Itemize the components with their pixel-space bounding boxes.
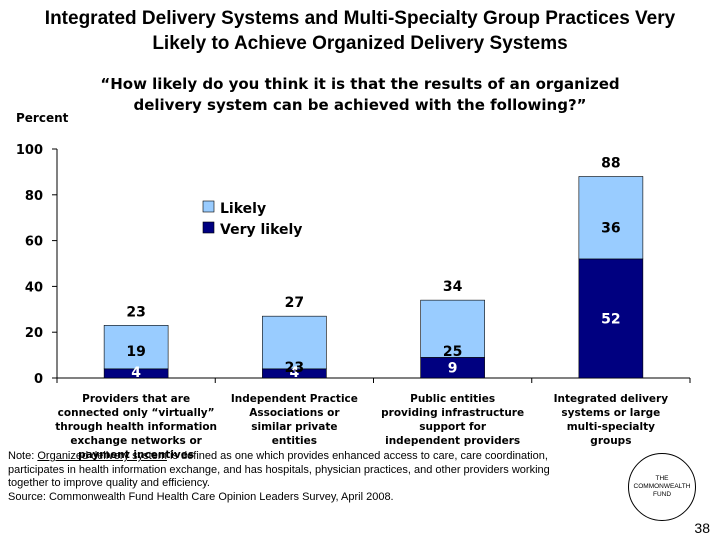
- note-rest: is defined as one which provides enhance…: [166, 450, 548, 462]
- page-number: 38: [694, 520, 710, 536]
- note-prefix: Note:: [8, 450, 38, 462]
- question-line-1: “How likely do you think it is that the …: [100, 75, 620, 93]
- x-category-label: Independent Practice: [231, 393, 358, 405]
- data-label-total: 34: [443, 279, 463, 295]
- x-category-label: multi-specialty: [567, 421, 655, 433]
- data-label-likely: 25: [443, 344, 462, 360]
- footnote: Note: Organized delivery system is defin…: [8, 450, 608, 504]
- title-line-1: Integrated Delivery Systems and Multi-Sp…: [44, 8, 676, 29]
- stacked-bar-chart: 0 20 40 60 80 100 4 19 23 Providers that are conne…: [16, 143, 691, 460]
- data-label-total: 23: [126, 304, 145, 320]
- data-label-likely: 36: [601, 220, 620, 236]
- survey-question: “How likely do you think it is that the …: [60, 74, 660, 116]
- x-category-label: Integrated delivery: [554, 393, 669, 405]
- y-axis-label: Percent: [16, 111, 69, 125]
- data-label-very-likely: 4: [290, 365, 300, 381]
- x-category-label: exchange networks or: [70, 435, 202, 447]
- y-tick-label: 60: [25, 235, 43, 250]
- logo-line-1: THE: [655, 475, 669, 482]
- commonwealth-fund-logo: THE COMMONWEALTH FUND: [628, 453, 696, 521]
- x-category-label: connected only “virtually”: [58, 407, 215, 419]
- y-tick-label: 40: [25, 280, 43, 295]
- legend-swatch-likely: [202, 200, 215, 213]
- logo-line-2: COMMONWEALTH: [633, 483, 691, 490]
- bar-likely: [420, 299, 485, 358]
- data-label-likely: 23: [285, 360, 304, 376]
- y-tick-label: 20: [25, 326, 43, 341]
- data-label-very-likely: 4: [131, 365, 141, 381]
- bar-likely: [578, 176, 644, 260]
- source-line: Source: Commonwealth Fund Health Care Op…: [8, 490, 394, 503]
- note-line-1: Note: Organized delivery system is defin…: [8, 450, 608, 464]
- x-category-label: entities: [272, 435, 317, 447]
- legend-label-likely: Likely: [220, 201, 266, 217]
- y-tick-label: 100: [16, 143, 43, 158]
- x-category-label: independent providers: [385, 435, 520, 447]
- chart-title: Integrated Delivery Systems and Multi-Sp…: [0, 6, 720, 56]
- y-tick-label: 80: [25, 189, 43, 204]
- x-category-label: groups: [590, 435, 631, 447]
- data-label-very-likely: 9: [448, 361, 458, 377]
- bar-likely: [103, 325, 169, 370]
- data-label-very-likely: 52: [601, 311, 620, 327]
- x-category-label: through health information: [55, 421, 217, 433]
- question-line-2: delivery system can be achieved with the…: [133, 96, 587, 114]
- x-category-label: similar private: [251, 421, 337, 433]
- data-label-likely: 19: [126, 344, 145, 360]
- legend-label-very-likely: Very likely: [220, 222, 302, 238]
- x-category-label: providing infrastructure: [381, 407, 524, 419]
- x-category-label: systems or large: [561, 407, 660, 419]
- note-line-2: participates in health information excha…: [8, 463, 550, 476]
- x-category-label: Public entities: [410, 393, 495, 405]
- y-tick-label: 0: [34, 372, 43, 387]
- x-category-label: support for: [419, 421, 487, 433]
- note-line-3: together to improve quality and efficien…: [8, 477, 210, 489]
- bar-very-likely: [578, 258, 644, 379]
- legend-swatch-very-likely: [202, 221, 215, 234]
- logo-line-3: FUND: [652, 491, 672, 498]
- x-category-label: Providers that are: [82, 393, 190, 405]
- bar-likely: [262, 315, 327, 370]
- x-category-label: Associations or: [249, 407, 340, 419]
- title-line-2: Likely to Achieve Organized Delivery Sys…: [152, 33, 568, 54]
- note-term: Organized delivery system: [37, 450, 167, 462]
- data-label-total: 88: [601, 155, 620, 171]
- data-label-total: 27: [285, 295, 304, 311]
- x-category-label: payment incentives: [78, 449, 194, 460]
